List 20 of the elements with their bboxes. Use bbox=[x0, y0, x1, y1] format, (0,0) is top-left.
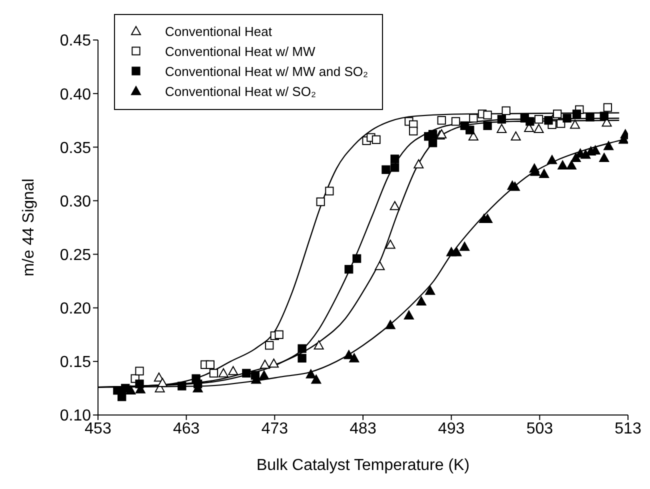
x-tick-label: 483 bbox=[350, 420, 376, 438]
legend-label: Conventional Heat w/ SO₂ bbox=[165, 84, 316, 98]
y-tick-label: 0.30 bbox=[60, 193, 92, 210]
y-tick-label: 0.15 bbox=[60, 354, 92, 372]
y-tick-label: 0.25 bbox=[60, 246, 92, 264]
x-tick-label: 503 bbox=[526, 420, 554, 438]
y-tick-label: 0.40 bbox=[60, 86, 92, 104]
x-tick-label: 463 bbox=[172, 420, 200, 438]
x-tick-label: 453 bbox=[84, 420, 112, 438]
x-tick-label: 493 bbox=[438, 420, 465, 438]
x-tick-label: 513 bbox=[614, 420, 642, 438]
x-tick-label: 473 bbox=[261, 420, 288, 438]
y-axis-title: m/e 44 Signal bbox=[20, 178, 38, 276]
legend-label: Conventional Heat w/ MW bbox=[165, 44, 316, 58]
legend-label: Conventional Heat bbox=[165, 24, 272, 38]
y-tick-label: 0.20 bbox=[60, 300, 92, 318]
x-axis-title: Bulk Catalyst Temperature (K) bbox=[256, 457, 470, 474]
legend-label: Conventional Heat w/ MW and SO₂ bbox=[165, 64, 368, 78]
y-tick-label: 0.45 bbox=[60, 32, 92, 50]
y-tick-label: 0.35 bbox=[60, 140, 92, 157]
